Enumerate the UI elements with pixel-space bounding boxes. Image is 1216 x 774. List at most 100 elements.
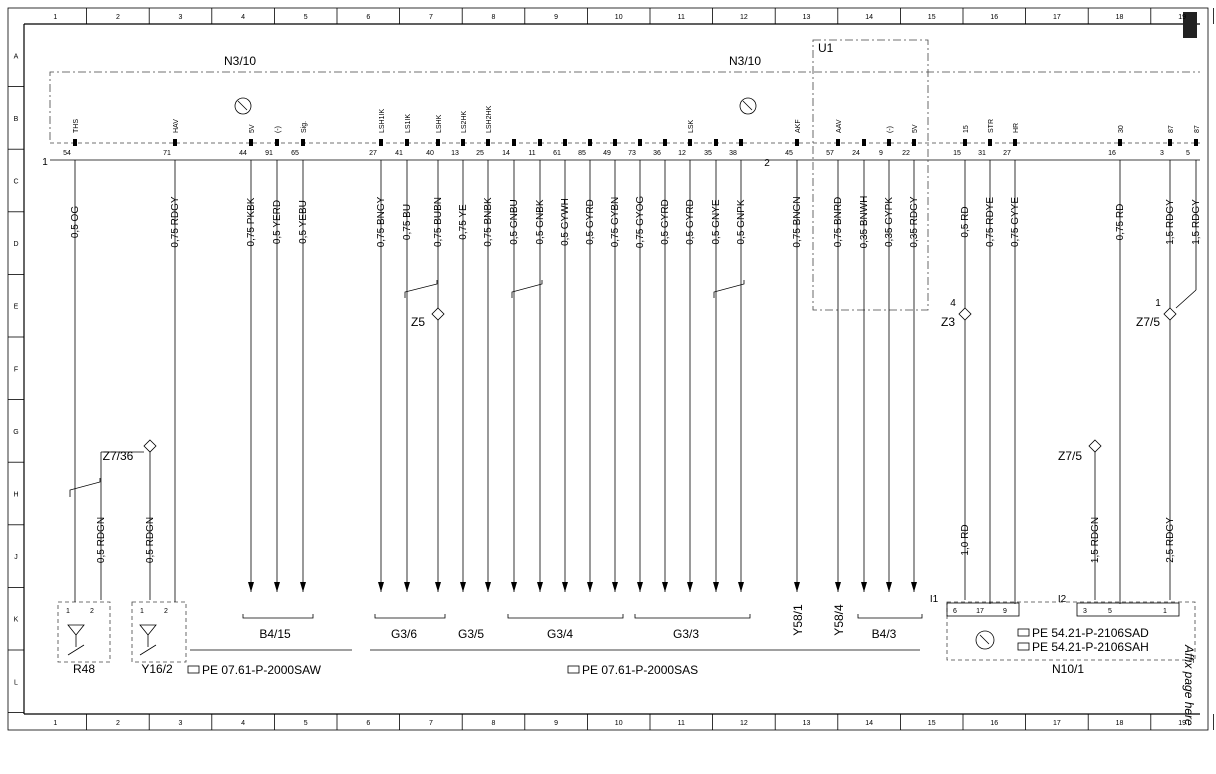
arrow xyxy=(794,582,800,592)
splice-label: Z7/5 xyxy=(1136,315,1160,329)
splice-pin: 1 xyxy=(1155,298,1161,309)
pin xyxy=(795,139,799,146)
pin-number: 27 xyxy=(1003,150,1011,157)
wire-label: 0,5 GNYE xyxy=(711,199,722,244)
column-number: 7 xyxy=(429,14,433,21)
splice xyxy=(1088,439,1102,453)
pin xyxy=(862,139,866,146)
row-letter: D xyxy=(13,241,18,248)
pin xyxy=(461,139,465,146)
pin xyxy=(486,139,490,146)
pin-number: 36 xyxy=(653,150,661,157)
row-letter: F xyxy=(14,366,18,373)
pin-label: 30 xyxy=(1118,125,1125,133)
column-number: 2 xyxy=(116,14,120,21)
wire-label: 0,5 GNBU xyxy=(509,199,520,245)
column-number: 8 xyxy=(492,14,496,21)
connector-pin: 6 xyxy=(953,608,957,615)
group-label: G3/6 xyxy=(391,627,417,641)
column-number: 17 xyxy=(1053,14,1061,21)
column-number: 2 xyxy=(116,720,120,727)
splice-label: Z7/36 xyxy=(103,449,134,463)
splice-label: Z5 xyxy=(411,315,425,329)
group-label: Y58/4 xyxy=(832,604,846,636)
pin xyxy=(436,139,440,146)
ref-icon xyxy=(1017,642,1030,651)
wire-label: 1,0 RD xyxy=(960,524,971,555)
wire-label: 1,5 RDGY xyxy=(1191,199,1202,245)
pin xyxy=(405,139,409,146)
unit-label: N3/10 xyxy=(729,54,761,68)
pin-number: 41 xyxy=(395,150,403,157)
ref-icon xyxy=(1017,628,1030,637)
pin-label: HR xyxy=(1013,123,1020,133)
row-letter: C xyxy=(13,179,18,186)
pin-number: 12 xyxy=(678,150,686,157)
group-label: N10/1 xyxy=(1052,662,1084,676)
column-number: 4 xyxy=(241,720,245,727)
wire-label: 0,75 YE xyxy=(458,204,469,240)
pin-number: 13 xyxy=(451,150,459,157)
splice xyxy=(143,439,157,453)
pin-number: 31 xyxy=(978,150,986,157)
pin-label: LSH2HK xyxy=(486,105,493,133)
column-number: 14 xyxy=(865,720,873,727)
arrow xyxy=(861,582,867,592)
column-number: 13 xyxy=(803,14,811,21)
group-label: G3/3 xyxy=(673,627,699,641)
arrow xyxy=(713,582,719,592)
arrow xyxy=(738,582,744,592)
bracket xyxy=(857,614,923,619)
arrow xyxy=(687,582,693,592)
pin xyxy=(688,139,692,146)
pin-label: LS1IK xyxy=(405,114,412,133)
pin xyxy=(249,139,253,146)
group-label: B4/3 xyxy=(872,627,897,641)
wire-label: 0,75 BNGN xyxy=(792,196,803,247)
splice xyxy=(431,307,445,321)
column-number: 5 xyxy=(304,14,308,21)
pin-number: 3 xyxy=(1160,150,1164,157)
connector-end: 1 xyxy=(42,157,48,168)
arrow xyxy=(662,582,668,592)
splice xyxy=(1163,307,1177,321)
column-number: 11 xyxy=(678,14,685,21)
column-number: 15 xyxy=(928,14,936,21)
pin-number: 24 xyxy=(852,150,860,157)
wire-label: 0,75 BNGY xyxy=(376,196,387,247)
arrow xyxy=(587,582,593,592)
column-number: 5 xyxy=(304,720,308,727)
column-number: 18 xyxy=(1116,14,1124,21)
pin xyxy=(714,139,718,146)
column-number: 18 xyxy=(1116,720,1124,727)
column-number: 3 xyxy=(179,14,183,21)
wire xyxy=(1175,289,1197,309)
column-number: 10 xyxy=(615,720,623,727)
wire-label: 0,5 RDGN xyxy=(96,517,107,563)
note: Affix page here xyxy=(1182,644,1196,726)
wire-label: 0,5 YERD xyxy=(272,200,283,244)
pin-number: 38 xyxy=(729,150,737,157)
wire-label: 0,5 RDGN xyxy=(145,517,156,563)
column-number: 7 xyxy=(429,720,433,727)
pin-label: LS2HK xyxy=(461,110,468,133)
column-number: 14 xyxy=(865,14,873,21)
wire-label: 0,75 GYOG xyxy=(635,196,646,248)
splice-label: Z7/5 xyxy=(1058,449,1082,463)
splice xyxy=(958,307,972,321)
pin xyxy=(739,139,743,146)
splice-label: Z3 xyxy=(941,315,955,329)
row-letter: A xyxy=(14,53,19,60)
wire-label: 0,75 RDYE xyxy=(985,197,996,247)
column-number: 1 xyxy=(53,720,57,727)
column-number: 16 xyxy=(990,14,998,21)
wire-label: 0,75 RD xyxy=(1115,204,1126,241)
pin-label: HAV xyxy=(173,119,180,133)
wire-label: 2,5 RDGY xyxy=(1165,517,1176,563)
column-number: 11 xyxy=(678,720,685,727)
wire-label: 0,75 GYBN xyxy=(610,197,621,248)
group-label: G3/5 xyxy=(458,627,484,641)
pin xyxy=(301,139,305,146)
pin xyxy=(1118,139,1122,146)
